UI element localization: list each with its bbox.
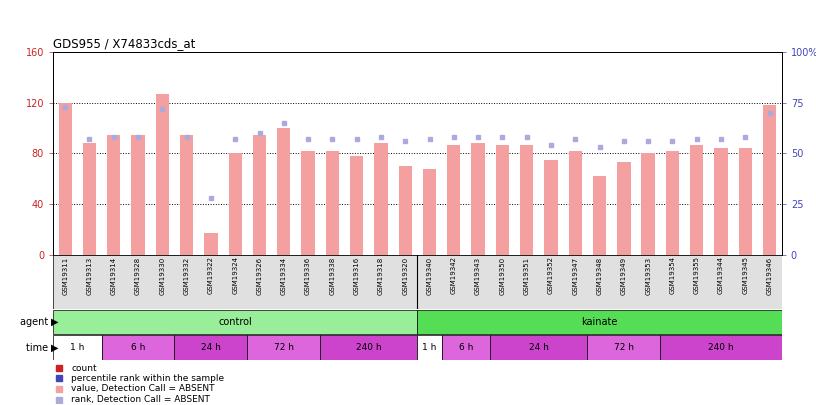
Text: GSM19353: GSM19353 <box>645 256 651 294</box>
Bar <box>593 176 606 255</box>
Text: GSM19322: GSM19322 <box>208 256 214 294</box>
Text: control: control <box>219 317 252 327</box>
Bar <box>350 156 363 255</box>
Text: GSM19348: GSM19348 <box>596 256 602 294</box>
Bar <box>447 145 460 255</box>
Text: agent: agent <box>20 317 51 327</box>
Text: ▶: ▶ <box>51 343 59 353</box>
Bar <box>738 149 752 255</box>
Bar <box>326 151 339 255</box>
Bar <box>569 151 582 255</box>
Text: GSM19314: GSM19314 <box>111 256 117 294</box>
Bar <box>131 134 144 255</box>
Bar <box>617 162 631 255</box>
Text: 72 h: 72 h <box>274 343 294 352</box>
Text: 24 h: 24 h <box>201 343 221 352</box>
Bar <box>204 233 218 255</box>
Bar <box>107 134 121 255</box>
Bar <box>175 335 247 360</box>
Text: GSM19354: GSM19354 <box>669 256 676 294</box>
Text: GSM19334: GSM19334 <box>281 256 286 294</box>
Bar <box>59 103 72 255</box>
Text: GSM19338: GSM19338 <box>330 256 335 294</box>
Bar <box>82 143 96 255</box>
Text: GSM19350: GSM19350 <box>499 256 505 294</box>
Bar <box>320 335 418 360</box>
Text: 1 h: 1 h <box>70 343 85 352</box>
Bar <box>666 151 679 255</box>
Text: GSM19320: GSM19320 <box>402 256 408 294</box>
Bar <box>277 128 290 255</box>
Text: GSM19355: GSM19355 <box>694 256 699 294</box>
Text: GDS955 / X74833cds_at: GDS955 / X74833cds_at <box>53 37 195 50</box>
Bar <box>228 153 242 255</box>
Bar <box>588 335 660 360</box>
Bar <box>398 166 412 255</box>
Text: 240 h: 240 h <box>708 343 734 352</box>
Text: GSM19326: GSM19326 <box>256 256 263 294</box>
Bar <box>490 335 588 360</box>
Text: 1 h: 1 h <box>423 343 437 352</box>
Text: rank, Detection Call = ABSENT: rank, Detection Call = ABSENT <box>71 395 211 404</box>
Text: GSM19336: GSM19336 <box>305 256 311 294</box>
Bar <box>53 310 418 335</box>
Bar <box>660 335 782 360</box>
Text: 24 h: 24 h <box>529 343 549 352</box>
Bar <box>763 105 776 255</box>
Text: GSM19340: GSM19340 <box>427 256 432 294</box>
Bar <box>253 134 266 255</box>
Bar <box>544 160 557 255</box>
Bar <box>472 143 485 255</box>
Bar <box>418 310 782 335</box>
Text: GSM19342: GSM19342 <box>450 256 457 294</box>
Text: 6 h: 6 h <box>131 343 145 352</box>
Bar <box>495 145 509 255</box>
Bar <box>441 335 490 360</box>
Text: 240 h: 240 h <box>356 343 382 352</box>
Text: ▶: ▶ <box>51 317 59 327</box>
Text: GSM19343: GSM19343 <box>475 256 481 294</box>
Bar <box>102 335 175 360</box>
Text: GSM19328: GSM19328 <box>135 256 141 294</box>
Bar <box>247 335 320 360</box>
Text: value, Detection Call = ABSENT: value, Detection Call = ABSENT <box>71 384 215 393</box>
Text: percentile rank within the sample: percentile rank within the sample <box>71 374 224 383</box>
Bar <box>714 149 728 255</box>
Text: GSM19344: GSM19344 <box>718 256 724 294</box>
Text: GSM19349: GSM19349 <box>621 256 627 294</box>
Text: GSM19345: GSM19345 <box>743 256 748 294</box>
Text: GSM19313: GSM19313 <box>86 256 92 294</box>
Text: GSM19318: GSM19318 <box>378 256 384 294</box>
Bar <box>418 335 441 360</box>
Text: GSM19352: GSM19352 <box>548 256 554 294</box>
Text: 72 h: 72 h <box>614 343 634 352</box>
Text: GSM19332: GSM19332 <box>184 256 189 294</box>
Text: time: time <box>26 343 51 353</box>
Bar <box>423 168 437 255</box>
Bar <box>156 94 169 255</box>
Text: count: count <box>71 364 97 373</box>
Text: GSM19311: GSM19311 <box>62 256 69 294</box>
Bar <box>375 143 388 255</box>
Text: GSM19346: GSM19346 <box>766 256 773 294</box>
Bar <box>690 145 703 255</box>
Text: kainate: kainate <box>581 317 618 327</box>
Text: GSM19351: GSM19351 <box>524 256 530 294</box>
Bar <box>641 153 654 255</box>
Bar <box>301 151 315 255</box>
Text: GSM19324: GSM19324 <box>233 256 238 294</box>
Text: GSM19330: GSM19330 <box>159 256 166 294</box>
Text: 6 h: 6 h <box>459 343 473 352</box>
Text: GSM19347: GSM19347 <box>572 256 579 294</box>
Bar <box>180 134 193 255</box>
Bar <box>520 145 534 255</box>
Text: GSM19316: GSM19316 <box>353 256 360 294</box>
Bar <box>53 335 102 360</box>
